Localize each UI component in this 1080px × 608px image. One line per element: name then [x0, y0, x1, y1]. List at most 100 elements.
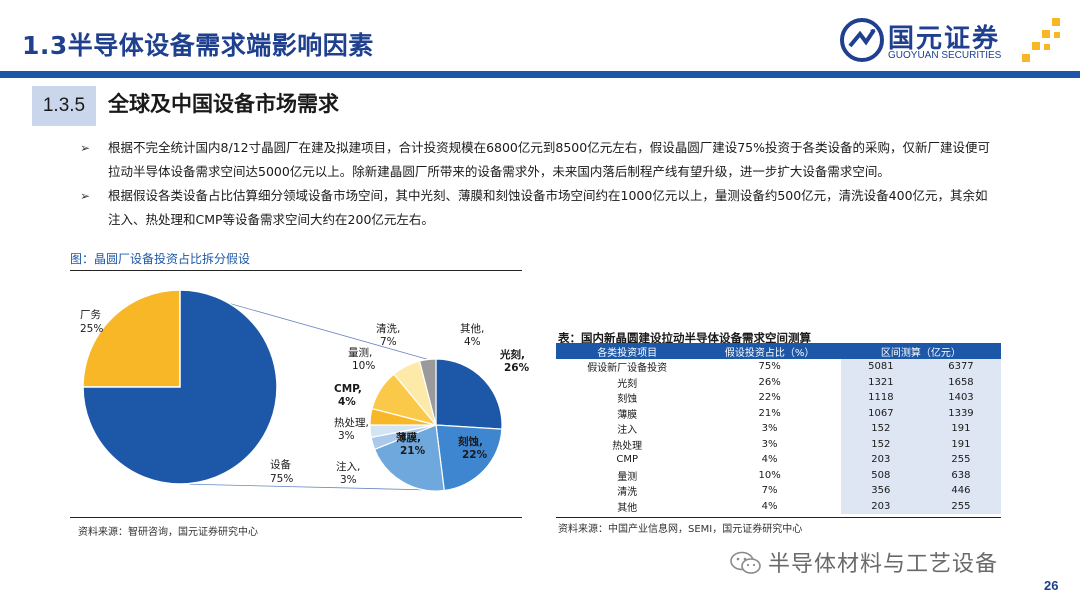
sub-pie-slice: [435, 358, 503, 430]
pie-value-label: 4%: [464, 336, 481, 348]
pie-labels: 厂务25%设备75%光刻,26%刻蚀,22%薄膜,21%注入,3%热处理,3%C…: [80, 308, 530, 486]
pie-label: 刻蚀,: [458, 435, 483, 448]
table-cell: 5081: [840, 359, 921, 375]
table-bottom-rule: [556, 517, 1001, 518]
table-cell: 4%: [761, 454, 778, 466]
figure-top-rule: [70, 270, 522, 271]
table-cell: 3%: [761, 423, 778, 435]
table-cell: 191: [920, 436, 1001, 452]
table-cell: 热处理: [612, 440, 643, 452]
table-cell: 6377: [920, 359, 1001, 375]
table-cell: 152: [840, 436, 921, 452]
main-pie-slice: [82, 290, 278, 485]
table-cell: 255: [920, 498, 1001, 514]
table-cell: 光刻: [617, 378, 638, 390]
table-header-cell: 区间测算（亿元）: [840, 343, 1001, 359]
table-cell: 量测: [617, 471, 638, 483]
table-row: 热处理 3% 152 191: [556, 436, 1001, 452]
table-row: 薄膜 21% 1067 1339: [556, 405, 1001, 421]
table-cell: 638: [920, 467, 1001, 483]
pie-value-label: 3%: [338, 430, 355, 442]
arrow-bullet-icon: ➢: [80, 189, 91, 203]
table-cell: 清洗: [617, 487, 638, 499]
table-cell: 203: [840, 452, 921, 468]
table-cell: 21%: [758, 407, 781, 419]
table-cell: 7%: [761, 485, 778, 497]
pie-label: 热处理,: [334, 416, 369, 429]
pie-value-label: 75%: [270, 473, 293, 485]
bullet-item: ➢ 根据不完全统计国内8/12寸晶圆厂在建及拟建项目，合计投资规模在6800亿元…: [80, 136, 995, 184]
table-cell: 152: [840, 421, 921, 437]
table-cell: 255: [920, 452, 1001, 468]
watermark: 半导体材料与工艺设备: [730, 545, 1060, 577]
guoyuan-logo: 国元证券 GUOYUAN SECURITIES: [840, 16, 1070, 68]
pie-label: 量测,: [348, 346, 372, 359]
bullet-text: 根据假设各类设备占比估算细分领域设备市场空间，其中光刻、薄膜和刻蚀设备市场空间约…: [108, 188, 988, 227]
table-cell: 191: [920, 421, 1001, 437]
table-header-cell: 假设投资占比（%）: [698, 343, 841, 359]
table-source: 资料来源：中国产业信息网，SEMI，国元证券研究中心: [558, 524, 803, 535]
table-cell: 1067: [840, 405, 921, 421]
figure-caption: 图：晶圆厂设备投资占比拆分假设: [70, 252, 251, 266]
pie-of-pie-chart: 厂务25%设备75%光刻,26%刻蚀,22%薄膜,21%注入,3%热处理,3%C…: [80, 290, 530, 492]
main-pie-slice: [82, 290, 181, 388]
table-row: 假设新厂设备投资 75% 5081 6377: [556, 359, 1001, 375]
table-header-cell: 各类投资项目: [556, 343, 699, 359]
pie-value-label: 3%: [340, 474, 357, 486]
table-cell: 446: [920, 483, 1001, 499]
bullet-text: 根据不完全统计国内8/12寸晶圆厂在建及拟建项目，合计投资规模在6800亿元到8…: [108, 140, 990, 179]
header-divider: [0, 71, 1080, 78]
section-number: 1.3.5: [32, 86, 96, 126]
pie-label: 薄膜,: [396, 431, 421, 444]
table-cell: 10%: [758, 469, 781, 481]
pie-value-label: 21%: [400, 445, 426, 457]
table-row: 注入 3% 152 191: [556, 421, 1001, 437]
table-cell: 刻蚀: [617, 394, 638, 406]
table-cell: 3%: [761, 438, 778, 450]
pie-label: 厂务: [80, 308, 101, 321]
pie-label: CMP,: [334, 383, 362, 395]
bullet-item: ➢ 根据假设各类设备占比估算细分领域设备市场空间，其中光刻、薄膜和刻蚀设备市场空…: [80, 184, 995, 232]
pie-value-label: 25%: [80, 323, 103, 335]
pie-label: 注入,: [336, 460, 360, 473]
table-cell: 1321: [840, 374, 921, 390]
pie-label: 其他,: [460, 322, 484, 335]
sub-pie-slice: [373, 424, 445, 492]
table-row: CMP 4% 203 255: [556, 452, 1001, 468]
wechat-icon: [730, 551, 761, 574]
logo-en-text: GUOYUAN SECURITIES: [888, 50, 1002, 61]
table-header-row: 各类投资项目 假设投资占比（%） 区间测算（亿元）: [556, 343, 1001, 359]
table-cell: 薄膜: [617, 409, 638, 421]
table-row: 其他 4% 203 255: [556, 498, 1001, 514]
sub-pie: [369, 358, 503, 492]
table-row: 光刻 26% 1321 1658: [556, 374, 1001, 390]
sub-pie-slice: [435, 424, 503, 492]
arrow-bullet-icon: ➢: [80, 141, 91, 155]
pie-value-label: 4%: [338, 396, 356, 408]
section-title: 全球及中国设备市场需求: [108, 92, 339, 116]
table-row: 清洗 7% 356 446: [556, 483, 1001, 499]
logo-cn-text: 国元证券: [888, 24, 1001, 54]
table-cell: 203: [840, 498, 921, 514]
connector-line: [181, 483, 431, 491]
table-cell: 假设新厂设备投资: [587, 363, 668, 375]
table-cell: 1658: [920, 374, 1001, 390]
table-cell: 4%: [761, 500, 778, 512]
bullet-list: ➢ 根据不完全统计国内8/12寸晶圆厂在建及拟建项目，合计投资规模在6800亿元…: [80, 136, 995, 232]
pie-label: 清洗,: [376, 322, 400, 335]
table-cell: 26%: [758, 376, 781, 388]
sub-pie-slice: [418, 358, 437, 426]
pie-value-label: 22%: [462, 449, 488, 461]
table-cell: 508: [840, 467, 921, 483]
figure-bottom-rule: [70, 517, 522, 518]
guoyuan-logo-icon: [840, 18, 884, 62]
pie-value-label: 26%: [504, 362, 530, 374]
table-cell: 22%: [758, 392, 781, 404]
demand-table: 各类投资项目 假设投资占比（%） 区间测算（亿元） 假设新厂设备投资 75% 508…: [556, 343, 1001, 514]
page-number: 26: [1044, 578, 1059, 593]
table-cell: 注入: [617, 425, 638, 437]
table-cell: 1118: [840, 390, 921, 406]
table-cell: 1403: [920, 390, 1001, 406]
logo-squares-icon: [1022, 18, 1060, 62]
page-title: 1.3半导体设备需求端影响因素: [22, 31, 374, 60]
